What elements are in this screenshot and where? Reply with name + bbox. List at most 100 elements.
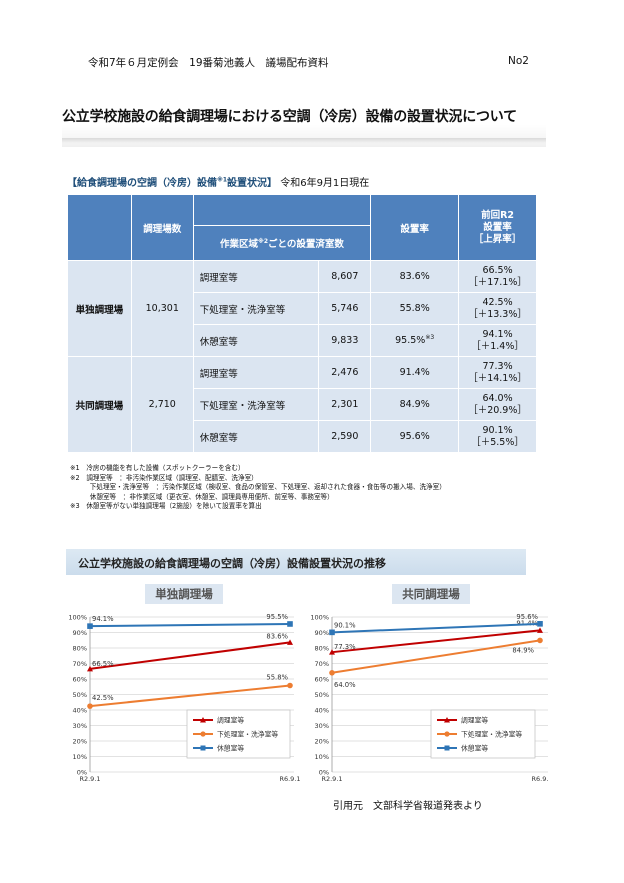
page-number: No2 <box>508 55 529 67</box>
prev-diff: ［＋5.5%］ <box>471 436 524 448</box>
legend-marker <box>200 745 206 751</box>
area-cell: 下処理室・洗浄室等 <box>192 388 320 421</box>
rooms-cell: 9,833 <box>318 324 372 357</box>
rate-cell: 91.4% <box>370 356 460 389</box>
legend-marker <box>444 717 450 723</box>
chart-title-single: 単独調理場 <box>145 584 223 604</box>
rate-value: 55.8% <box>399 303 430 315</box>
data-point <box>329 670 335 676</box>
rate-value: 83.6% <box>399 271 430 283</box>
y-tick-label: 90% <box>315 629 329 637</box>
col-header-rate: 設置率 <box>370 194 460 261</box>
rooms-cell: 2,590 <box>318 420 372 453</box>
data-point <box>537 627 543 633</box>
legend-label: 調理室等 <box>217 716 244 725</box>
y-tick-label: 100% <box>310 614 329 622</box>
legend-label: 下処理室・洗浄室等 <box>217 730 278 739</box>
group-name: 単独調理場 <box>67 260 132 357</box>
rooms-cell: 2,476 <box>318 356 372 389</box>
series-line <box>331 629 541 654</box>
footnote: 休憩室等 ：非作業区域（更衣室、休憩室、調理員専用便所、前室等、事務室等） <box>70 492 334 501</box>
chart-single: 0% 10% 20% 30% 40% 50% 60% 70% 80% 90% 100% R2.9.1 R… <box>68 613 300 783</box>
rate-value: 95.5% <box>395 335 426 347</box>
data-label: 64.0% <box>334 681 356 689</box>
prev-cell: 77.3% ［＋14.1%］ <box>458 356 537 389</box>
table-row: 共同調理場 2,710 調理室等 2,476 91.4% 77.3% ［＋14.1%］ <box>67 356 537 453</box>
source-note: 引用元 文部科学省報道発表より <box>333 801 483 812</box>
prev-rate: 64.0% <box>482 392 513 404</box>
table-row: 単独調理場 10,301 調理室等 8,607 83.6% 66.5% ［＋17.1%］ <box>67 260 537 357</box>
prev-rate: 77.3% <box>482 360 513 372</box>
table-row: 下処理室・洗浄室等 2,301 84.9% 64.0% ［＋20.9%］ <box>68 388 537 421</box>
prev-diff: ［＋20.9%］ <box>468 404 527 416</box>
footnote: ※1 冷房の機能を有した設備（スポットクーラーを含む） <box>70 464 245 472</box>
data-point <box>287 621 293 627</box>
data-label: 94.1% <box>92 615 114 623</box>
data-label: 77.3% <box>334 643 356 651</box>
y-tick-label: 80% <box>73 645 87 653</box>
area-cell: 休憩室等 <box>192 324 320 357</box>
col-header-rooms-text2: ごとの設置済室数 <box>268 239 344 250</box>
rooms-cell: 8,607 <box>318 260 372 293</box>
data-point <box>287 639 293 645</box>
y-tick-label: 30% <box>73 722 87 730</box>
chart-title-joint: 共同調理場 <box>392 584 470 604</box>
rate-cell: 83.6% <box>370 260 460 293</box>
page-title: 公立学校施設の給食調理場における空調（冷房）設備の設置状況について <box>62 109 517 125</box>
data-point <box>287 682 293 689</box>
y-tick-label: 70% <box>315 660 329 668</box>
rate-value: 84.9% <box>399 399 430 411</box>
data-point <box>537 621 543 627</box>
prev-cell: 66.5% ［＋17.1%］ <box>458 260 537 293</box>
rooms-cell: 5,746 <box>318 292 372 325</box>
data-label: 66.5% <box>92 660 114 668</box>
prev-diff: ［＋17.1%］ <box>468 276 527 288</box>
data-point <box>329 649 335 655</box>
area-cell: 下処理室・洗浄室等 <box>192 292 320 325</box>
corner-cell <box>67 194 132 261</box>
title-band <box>62 97 546 147</box>
prev-diff: ［＋13.3%］ <box>468 308 527 320</box>
legend-label: 調理室等 <box>461 716 488 725</box>
y-tick-label: 70% <box>73 660 87 668</box>
data-label: 91.4% <box>516 619 538 627</box>
y-tick-label: 50% <box>73 691 87 699</box>
table-row: 下処理室・洗浄室等 5,746 55.8% 42.5% ［＋13.3%］ <box>68 292 537 325</box>
y-tick-label: 40% <box>73 707 87 715</box>
y-tick-label: 60% <box>73 676 87 684</box>
footnote: 下処理室・洗浄室等 ：汚染作業区域（検収室、食品の保管室、下処理室、返却された食… <box>70 483 446 492</box>
legend-marker <box>444 745 450 751</box>
prev-rate: 66.5% <box>482 264 513 276</box>
y-tick-label: 90% <box>73 629 87 637</box>
area-cell: 休憩室等 <box>192 420 320 453</box>
rate-value: 95.6% <box>399 431 430 443</box>
section-heading: 【給食調理場の空調（冷房）設備※1設置状況】 令和6年9月1日現在 <box>67 174 369 189</box>
legend-label: 下処理室・洗浄室等 <box>461 730 522 739</box>
col-header-rooms: 作業区域※2ごとの設置済室数 <box>192 225 372 261</box>
section-bracket: 【給食調理場の空調（冷房）設備 <box>67 178 217 189</box>
data-label: 83.6% <box>266 632 288 640</box>
prev-rate: 42.5% <box>482 296 513 308</box>
series-line <box>331 639 541 674</box>
prev-cell: 64.0% ［＋20.9%］ <box>458 388 537 421</box>
y-tick-label: 100% <box>68 614 87 622</box>
data-label: 84.9% <box>512 646 534 654</box>
chart-joint: 0% 10% 20% 30% 40% 50% 60% 70% 80% 90% 100% R2.9.1 R… <box>310 613 548 783</box>
y-tick-label: 50% <box>315 691 329 699</box>
prev-rate: 90.1% <box>482 424 513 436</box>
rate-value: 91.4% <box>399 367 430 379</box>
data-point <box>87 623 93 629</box>
legend-label: 休憩室等 <box>217 744 244 753</box>
y-tick-label: 20% <box>73 738 87 746</box>
x-tick-label: R6.9.1 <box>279 775 300 783</box>
data-label: 42.5% <box>92 694 114 702</box>
legend-marker <box>200 731 206 737</box>
data-label: 95.6% <box>516 613 538 621</box>
rate-cell: 55.8% <box>370 292 460 325</box>
y-tick-label: 40% <box>315 707 329 715</box>
y-tick-label: 0% <box>77 769 87 777</box>
col-header-blank <box>192 194 372 226</box>
prev-diff: ［＋1.4%］ <box>471 340 524 352</box>
rate-cell: 95.5%※3 <box>370 324 460 357</box>
header-left: 令和7年６月定例会 19番菊池義人 議場配布資料 <box>88 57 329 69</box>
